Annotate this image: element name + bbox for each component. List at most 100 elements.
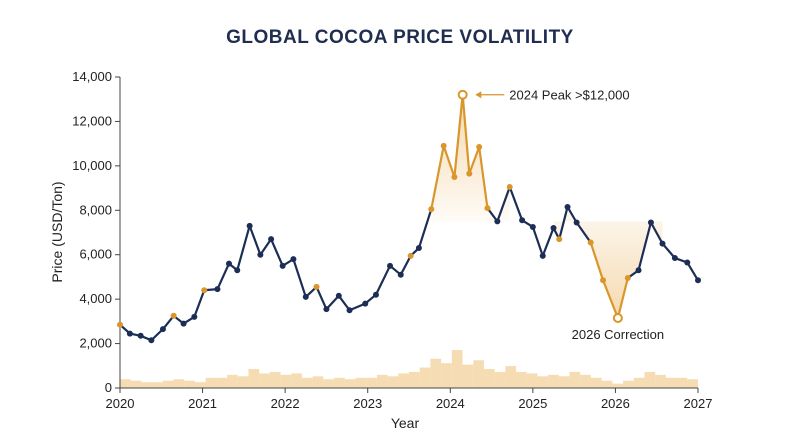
volume-bar [569,371,581,388]
price-line-segment [315,285,328,311]
volume-bar [323,379,335,388]
price-point-marker-key [457,89,468,100]
y-tick-label: 10,000 [72,158,112,173]
price-line-segment [508,185,524,222]
volume-bar [280,374,292,388]
volume-bar [430,358,442,388]
price-line-segment [686,261,700,282]
volume-bar [526,373,538,388]
volume-bar [665,377,677,388]
volume-bar [655,374,666,388]
peak-annotation-arrowhead [475,91,482,99]
volume-bar [248,369,260,388]
price-line-segment [601,279,620,320]
volume-bar [462,364,474,388]
price-line-segment [616,276,629,320]
price-line-segment [637,221,653,272]
price-point-marker [257,251,264,258]
price-point-marker [529,223,536,230]
chart-title: GLOBAL COCOA PRICE VOLATILITY [226,27,574,48]
volume-bar [194,382,206,388]
price-line-segment [399,254,412,276]
price-point-marker [428,206,435,213]
price-point-marker [407,252,414,259]
price-point-marker [387,262,394,269]
volume-bar [237,376,249,388]
price-point-marker [362,300,369,307]
price-point-marker [372,291,379,298]
price-point-marker [587,239,594,246]
volume-bar [216,377,228,388]
price-line-segment [531,225,544,257]
volume-bar [301,377,313,388]
price-line-segment [589,241,605,282]
price-point-marker [564,203,571,210]
volume-bar [162,380,174,388]
volume-bar [312,376,324,388]
y-axis-title: Price (USD/Ton) [49,181,65,282]
price-line-segment [216,262,231,291]
volume-bar [537,376,549,388]
price-line-segment [374,264,392,296]
price-point-marker [225,260,232,267]
volume-bar [633,377,645,388]
price-point-marker [635,267,642,274]
x-tick-label: 2027 [684,396,713,411]
volatility-shaded-region [431,94,510,222]
price-point-marker [659,240,666,247]
volume-bar [409,371,420,388]
price-point-marker [323,306,330,313]
volume-bar [623,380,634,388]
volume-bar [473,360,484,388]
price-point-marker [335,292,342,299]
volume-bar [259,373,270,388]
price-line-segment [325,294,340,311]
volume-bar [483,369,495,388]
volume-bar [505,366,517,388]
price-line-segment [541,226,555,257]
x-tick-label: 2021 [188,396,217,411]
price-point-marker [494,218,501,225]
price-point-marker [556,236,563,243]
price-line-segment [292,258,307,299]
volume-bar [419,367,431,388]
x-tick-label: 2020 [106,396,135,411]
volume-bar [516,371,527,388]
volume-bar [558,376,570,388]
x-axis-title: Year [391,415,420,431]
y-tick-label: 6,000 [79,247,112,262]
price-point-marker [137,332,144,339]
volume-bar [644,371,656,388]
price-point-marker [440,142,447,149]
price-line-segment [661,242,676,260]
price-point-marker [191,313,198,320]
price-point-marker [671,255,678,262]
x-tick-label: 2026 [601,396,630,411]
price-point-marker [214,286,221,293]
volume-bar [601,380,613,388]
price-point-marker [313,283,320,290]
price-point-marker [117,321,123,328]
price-point-marker [346,307,353,314]
x-tick-label: 2022 [271,396,300,411]
volume-bar [398,373,409,388]
volume-bar [687,379,698,388]
price-point-marker [451,173,458,180]
volume-bar [355,377,367,388]
volume-bar [291,373,302,388]
price-point-marker [684,259,691,266]
volume-bar [548,374,559,388]
volume-bar [676,377,688,388]
price-line-segment [566,205,578,224]
y-tick-label: 4,000 [79,291,112,306]
volume-bar [376,374,388,388]
y-tick-label: 0 [105,380,112,395]
price-point-marker [550,225,557,232]
volume-bar [612,383,624,388]
price-line-segment [496,185,511,223]
price-line-segment [248,224,262,256]
peak-annotation-label: 2024 Peak >$12,000 [509,87,629,102]
price-point-marker [201,287,208,294]
volume-bar [580,374,591,388]
